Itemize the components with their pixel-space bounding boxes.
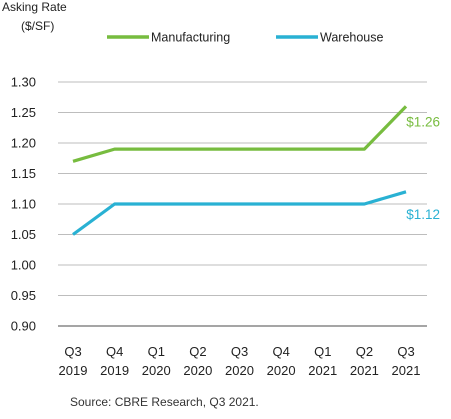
- x-tick-label-quarter: Q3: [64, 344, 81, 359]
- y-tick-label: 1.15: [11, 166, 36, 181]
- x-tick-label-year: 2019: [100, 363, 129, 378]
- x-tick-label-quarter: Q1: [314, 344, 331, 359]
- x-tick-label-year: 2020: [267, 363, 296, 378]
- y-tick-label: 1.10: [11, 197, 36, 212]
- x-tick-label-year: 2021: [308, 363, 337, 378]
- x-tick-label-quarter: Q4: [106, 344, 123, 359]
- y-axis-ticks: 1.30 1.25 1.20 1.15 1.10 1.05 1.00 0.95 0.90: [11, 75, 36, 334]
- x-axis-ticks: Q3 2019 Q4 2019 Q1 2020 Q2 2020 Q3 2020 Q4 2020 Q1 20…: [59, 344, 421, 378]
- x-tick-label-quarter: Q4: [272, 344, 289, 359]
- legend-label-manufacturing: Manufacturing: [151, 31, 230, 45]
- x-tick-label-year: 2021: [350, 363, 379, 378]
- x-tick-label-year: 2021: [392, 363, 421, 378]
- y-tick-label: 1.20: [11, 136, 36, 151]
- y-axis-title-line-2: ($/SF): [21, 19, 54, 33]
- y-tick-label: 1.05: [11, 227, 36, 242]
- end-label-warehouse: $1.12: [406, 207, 440, 222]
- end-labels: $1.26 $1.12: [406, 114, 440, 221]
- series-line-manufacturing: [72, 105, 408, 163]
- legend: Manufacturing Warehouse: [107, 31, 384, 45]
- source-note: Source: CBRE Research, Q3 2021.: [70, 395, 259, 409]
- y-tick-label: 1.00: [11, 258, 36, 273]
- y-tick-label: 1.30: [11, 75, 36, 90]
- x-tick-label-year: 2020: [225, 363, 254, 378]
- x-tick-label-quarter: Q3: [231, 344, 248, 359]
- y-tick-label: 0.90: [11, 319, 36, 334]
- x-tick-label-year: 2020: [142, 363, 171, 378]
- y-axis-title-line-1: Asking Rate: [2, 0, 67, 14]
- y-tick-label: 1.25: [11, 105, 36, 120]
- legend-label-warehouse: Warehouse: [320, 31, 384, 45]
- x-tick-label-quarter: Q2: [189, 344, 206, 359]
- series-lines: [72, 105, 408, 236]
- x-tick-label-quarter: Q1: [148, 344, 165, 359]
- x-tick-label-year: 2019: [59, 363, 88, 378]
- end-label-manufacturing: $1.26: [406, 114, 440, 129]
- x-tick-label-quarter: Q3: [397, 344, 414, 359]
- x-tick-label-quarter: Q2: [356, 344, 373, 359]
- series-line-warehouse: [72, 190, 407, 236]
- y-tick-label: 0.95: [11, 288, 36, 303]
- x-tick-label-year: 2020: [183, 363, 212, 378]
